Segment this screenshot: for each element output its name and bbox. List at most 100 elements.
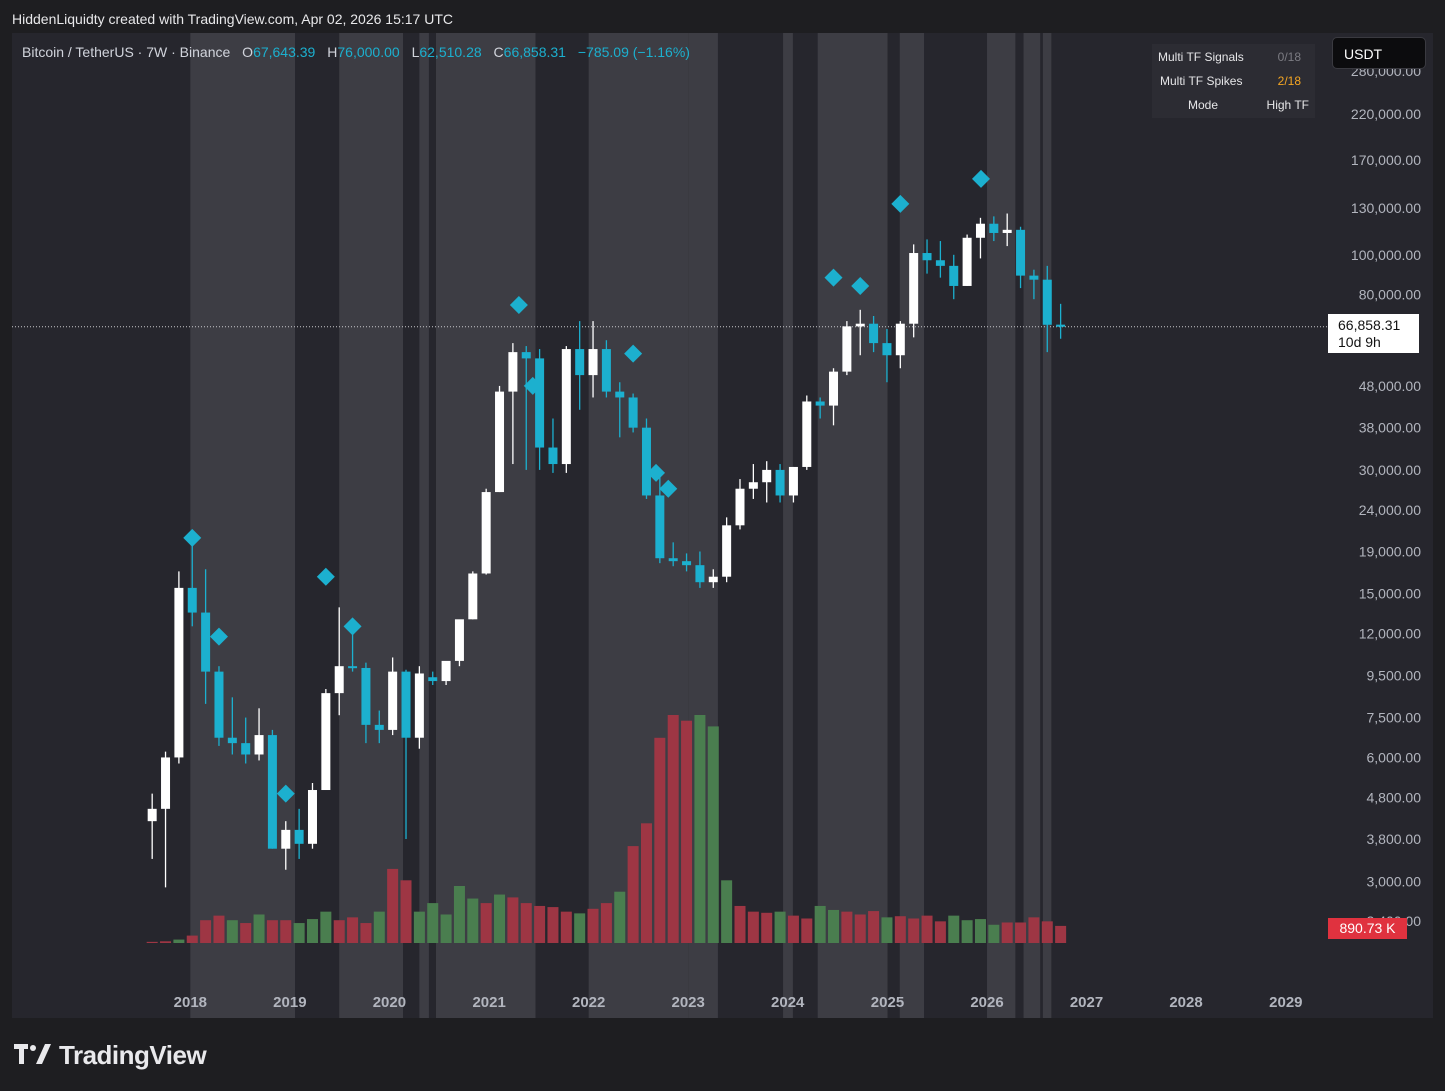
volume-bar xyxy=(721,880,733,943)
candle-body xyxy=(1042,279,1052,325)
volume-bar xyxy=(761,912,773,943)
candle-body xyxy=(508,352,518,392)
x-tick-label: 2027 xyxy=(1070,994,1103,1011)
candle-body xyxy=(1016,229,1026,276)
highlight-band xyxy=(419,33,429,1018)
x-tick-label: 2025 xyxy=(871,994,904,1011)
open-label: O xyxy=(242,44,254,60)
chart-area[interactable]: 280,000.00 220,000.00 170,000.00 130,000.00… xyxy=(12,33,1433,1018)
y-tick-label: 4,800.00 xyxy=(1367,789,1422,805)
candle-body xyxy=(788,466,798,496)
candle-body xyxy=(829,371,839,406)
volume-bar xyxy=(894,916,906,943)
volume-bar xyxy=(146,941,158,943)
current-price-label: 66,858.31 xyxy=(1338,317,1401,333)
highlight-bands xyxy=(190,33,1052,1018)
candle-body xyxy=(1002,229,1012,233)
highlight-band xyxy=(190,33,296,1018)
candle-body xyxy=(708,576,718,583)
volume-bar xyxy=(200,920,212,943)
candle-body xyxy=(454,619,464,661)
table-row: Multi TF Signals 0/18 xyxy=(1152,44,1315,68)
volume-bar xyxy=(333,920,345,943)
volume-bar xyxy=(560,911,572,943)
candle-body xyxy=(615,391,625,398)
table-row: Multi TF Spikes 2/18 xyxy=(1152,68,1315,92)
volume-bar xyxy=(681,720,693,943)
chart-caption: HiddenLiquidty created with TradingView.… xyxy=(12,11,453,27)
y-tick-label: 30,000.00 xyxy=(1359,462,1421,478)
candle-body xyxy=(869,323,879,344)
candle-body xyxy=(307,790,317,844)
volume-bar xyxy=(787,915,799,943)
volume-bar xyxy=(587,908,599,943)
volume-bar xyxy=(534,905,546,943)
candle-body xyxy=(935,260,945,266)
volume-bar xyxy=(881,917,893,943)
volume-bar xyxy=(360,923,372,943)
candle-body xyxy=(174,587,184,758)
candle-body xyxy=(334,666,344,694)
candle-body xyxy=(802,401,812,467)
volume-bar xyxy=(814,905,826,943)
volume-bar xyxy=(627,846,639,943)
volume-bar xyxy=(453,886,465,943)
candle-body xyxy=(348,666,358,669)
y-tick-label: 48,000.00 xyxy=(1359,378,1421,394)
signal-diamond xyxy=(824,268,843,287)
volume-bar xyxy=(654,737,666,943)
volume-bar xyxy=(774,911,786,943)
volume-bar xyxy=(306,919,318,943)
candle-body xyxy=(254,735,264,755)
x-tick-label: 2018 xyxy=(174,994,207,1011)
volume-bar xyxy=(868,911,880,943)
candle-body xyxy=(561,349,571,465)
candle-body xyxy=(401,671,411,738)
candle-body xyxy=(361,667,371,725)
candle-body xyxy=(1029,275,1039,280)
highlight-band xyxy=(817,33,888,1018)
volume-bar xyxy=(747,911,759,943)
x-tick-label: 2023 xyxy=(672,994,705,1011)
high-label: H xyxy=(327,44,338,60)
candle-body xyxy=(668,558,678,562)
volume-bar xyxy=(908,918,920,943)
y-tick-label: 3,000.00 xyxy=(1367,873,1422,889)
volume-bar xyxy=(266,920,278,943)
candle-body xyxy=(241,743,251,755)
price-chart[interactable]: 280,000.00220,000.00170,000.00130,000.00… xyxy=(12,33,1433,1018)
volume-bar xyxy=(1055,925,1067,943)
volume-bar xyxy=(1041,921,1053,943)
symbol-label[interactable]: Bitcoin / TetherUS · 7W · Binance xyxy=(22,44,231,60)
volume-bar xyxy=(480,903,492,943)
currency-button[interactable]: USDT xyxy=(1332,37,1426,69)
volume-bar xyxy=(1028,917,1040,943)
volume-bar xyxy=(173,939,185,943)
y-tick-label: 9,500.00 xyxy=(1367,667,1422,683)
volume-bar xyxy=(948,915,960,943)
spikes-value: 2/18 xyxy=(1277,74,1301,88)
y-tick-label: 15,000.00 xyxy=(1359,586,1421,602)
candle-body xyxy=(989,223,999,233)
volume-bar xyxy=(667,715,679,943)
candle-body xyxy=(535,358,545,448)
candle-body xyxy=(922,253,932,261)
x-tick-label: 2022 xyxy=(572,994,605,1011)
open-value: 67,643.39 xyxy=(253,44,316,60)
signal-diamond xyxy=(523,376,542,395)
x-tick-label: 2029 xyxy=(1269,994,1302,1011)
candle-body xyxy=(281,829,291,849)
candle-body xyxy=(975,223,985,238)
volume-bar xyxy=(186,935,198,943)
candle-body xyxy=(1056,324,1066,327)
y-tick-label: 3,800.00 xyxy=(1367,831,1422,847)
volume-bar xyxy=(828,909,840,943)
candle-body xyxy=(548,447,558,465)
signal-diamond xyxy=(209,627,228,646)
current-price-tag: 66,858.31 10d 9h xyxy=(1328,314,1419,353)
x-tick-label: 2019 xyxy=(273,994,306,1011)
highlight-band xyxy=(899,33,925,1018)
volume-bar xyxy=(547,907,559,943)
volume-bar xyxy=(1015,922,1027,943)
volume-bar xyxy=(413,911,425,943)
